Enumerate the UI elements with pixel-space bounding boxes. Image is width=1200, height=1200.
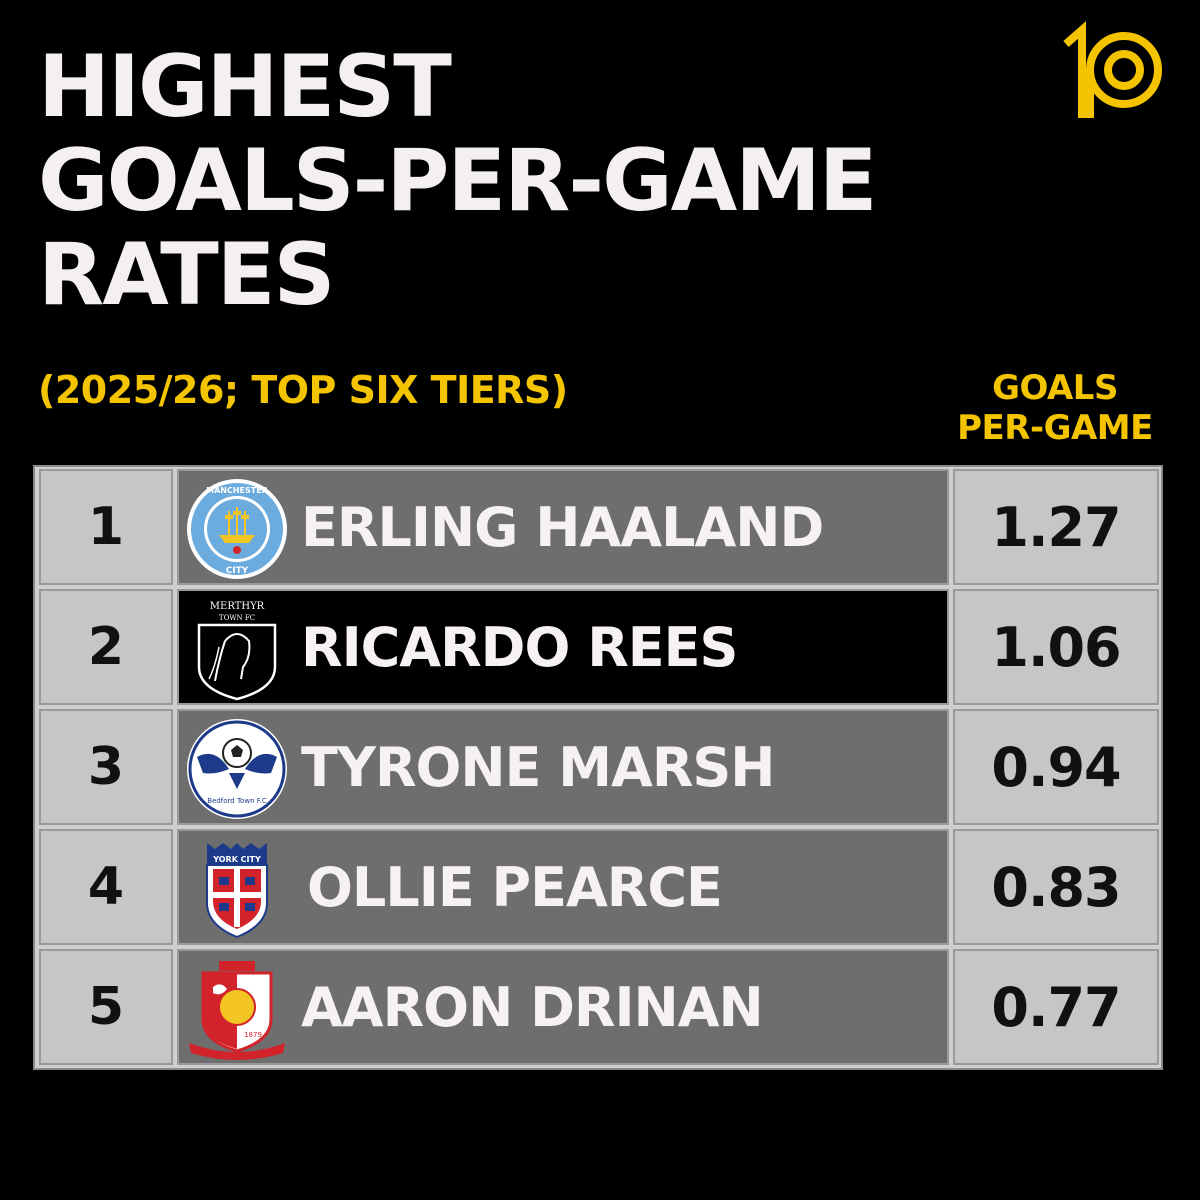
page-title: HIGHEST GOALS-PER-GAME RATES <box>38 37 878 325</box>
player-name: AARON DRINAN <box>301 975 764 1039</box>
rank-cell: 3 <box>39 709 173 825</box>
goals-per-game-value: 1.06 <box>953 589 1159 705</box>
player-cell: MERTHYR TOWN FC RICARDO REES <box>177 589 949 705</box>
rank-cell: 2 <box>39 589 173 705</box>
table-row: 5 1879 AARON DRINAN 0.77 <box>35 949 1161 1065</box>
column-header-line-2: PER-GAME <box>957 408 1153 448</box>
ranking-table: 1 MANCHESTER CITY ERLING HAALAND 1.27 2 … <box>33 465 1163 1070</box>
goals-per-game-value: 0.83 <box>953 829 1159 945</box>
svg-text:1879: 1879 <box>244 1031 262 1039</box>
goals-per-game-value: 0.94 <box>953 709 1159 825</box>
subtitle: (2025/26; TOP SIX TIERS) <box>38 368 568 412</box>
rank-cell: 5 <box>39 949 173 1065</box>
svg-text:Bedford Town F.C: Bedford Town F.C <box>207 797 267 805</box>
player-name: ERLING HAALAND <box>301 495 824 559</box>
svg-text:YORK CITY: YORK CITY <box>212 855 261 864</box>
player-cell: YORK CITY OLLIE PEARCE <box>177 829 949 945</box>
title-line-1: HIGHEST <box>38 37 452 137</box>
player-cell: 1879 AARON DRINAN <box>177 949 949 1065</box>
svg-text:TOWN FC: TOWN FC <box>219 614 255 622</box>
brand-logo-icon <box>1063 21 1162 118</box>
svg-text:MANCHESTER: MANCHESTER <box>206 486 268 495</box>
player-cell: Bedford Town F.C TYRONE MARSH <box>177 709 949 825</box>
column-header-line-1: GOALS <box>992 368 1118 408</box>
manchester-city-crest-icon: MANCHESTER CITY <box>187 479 287 579</box>
goals-per-game-value: 0.77 <box>953 949 1159 1065</box>
swindon-town-crest-icon: 1879 <box>189 961 285 1060</box>
table-row: 3 Bedford Town F.C TYRONE MARSH 0.94 <box>35 709 1161 825</box>
player-cell: MANCHESTER CITY ERLING HAALAND <box>177 469 949 585</box>
column-header: GOALS PER-GAME <box>930 368 1180 448</box>
player-name: TYRONE MARSH <box>301 735 775 799</box>
table-row: 4 YORK CITY OLLIE PEARCE 0.83 <box>35 829 1161 945</box>
rank-cell: 1 <box>39 469 173 585</box>
title-line-2: GOALS-PER-GAME <box>38 131 878 231</box>
table-row: 2 MERTHYR TOWN FC RICARDO REES 1.06 <box>35 589 1161 705</box>
player-name: OLLIE PEARCE <box>307 855 723 919</box>
title-line-3: RATES <box>38 225 335 325</box>
svg-text:MERTHYR: MERTHYR <box>210 601 265 612</box>
player-name: RICARDO REES <box>301 615 738 679</box>
bedford-town-crest-icon: Bedford Town F.C <box>187 719 287 819</box>
york-city-crest-icon: YORK CITY <box>206 843 268 939</box>
table-row: 1 MANCHESTER CITY ERLING HAALAND 1.27 <box>35 469 1161 585</box>
svg-text:CITY: CITY <box>226 566 249 576</box>
goals-per-game-value: 1.27 <box>953 469 1159 585</box>
merthyr-town-crest-icon: MERTHYR TOWN FC <box>197 601 277 701</box>
rank-cell: 4 <box>39 829 173 945</box>
